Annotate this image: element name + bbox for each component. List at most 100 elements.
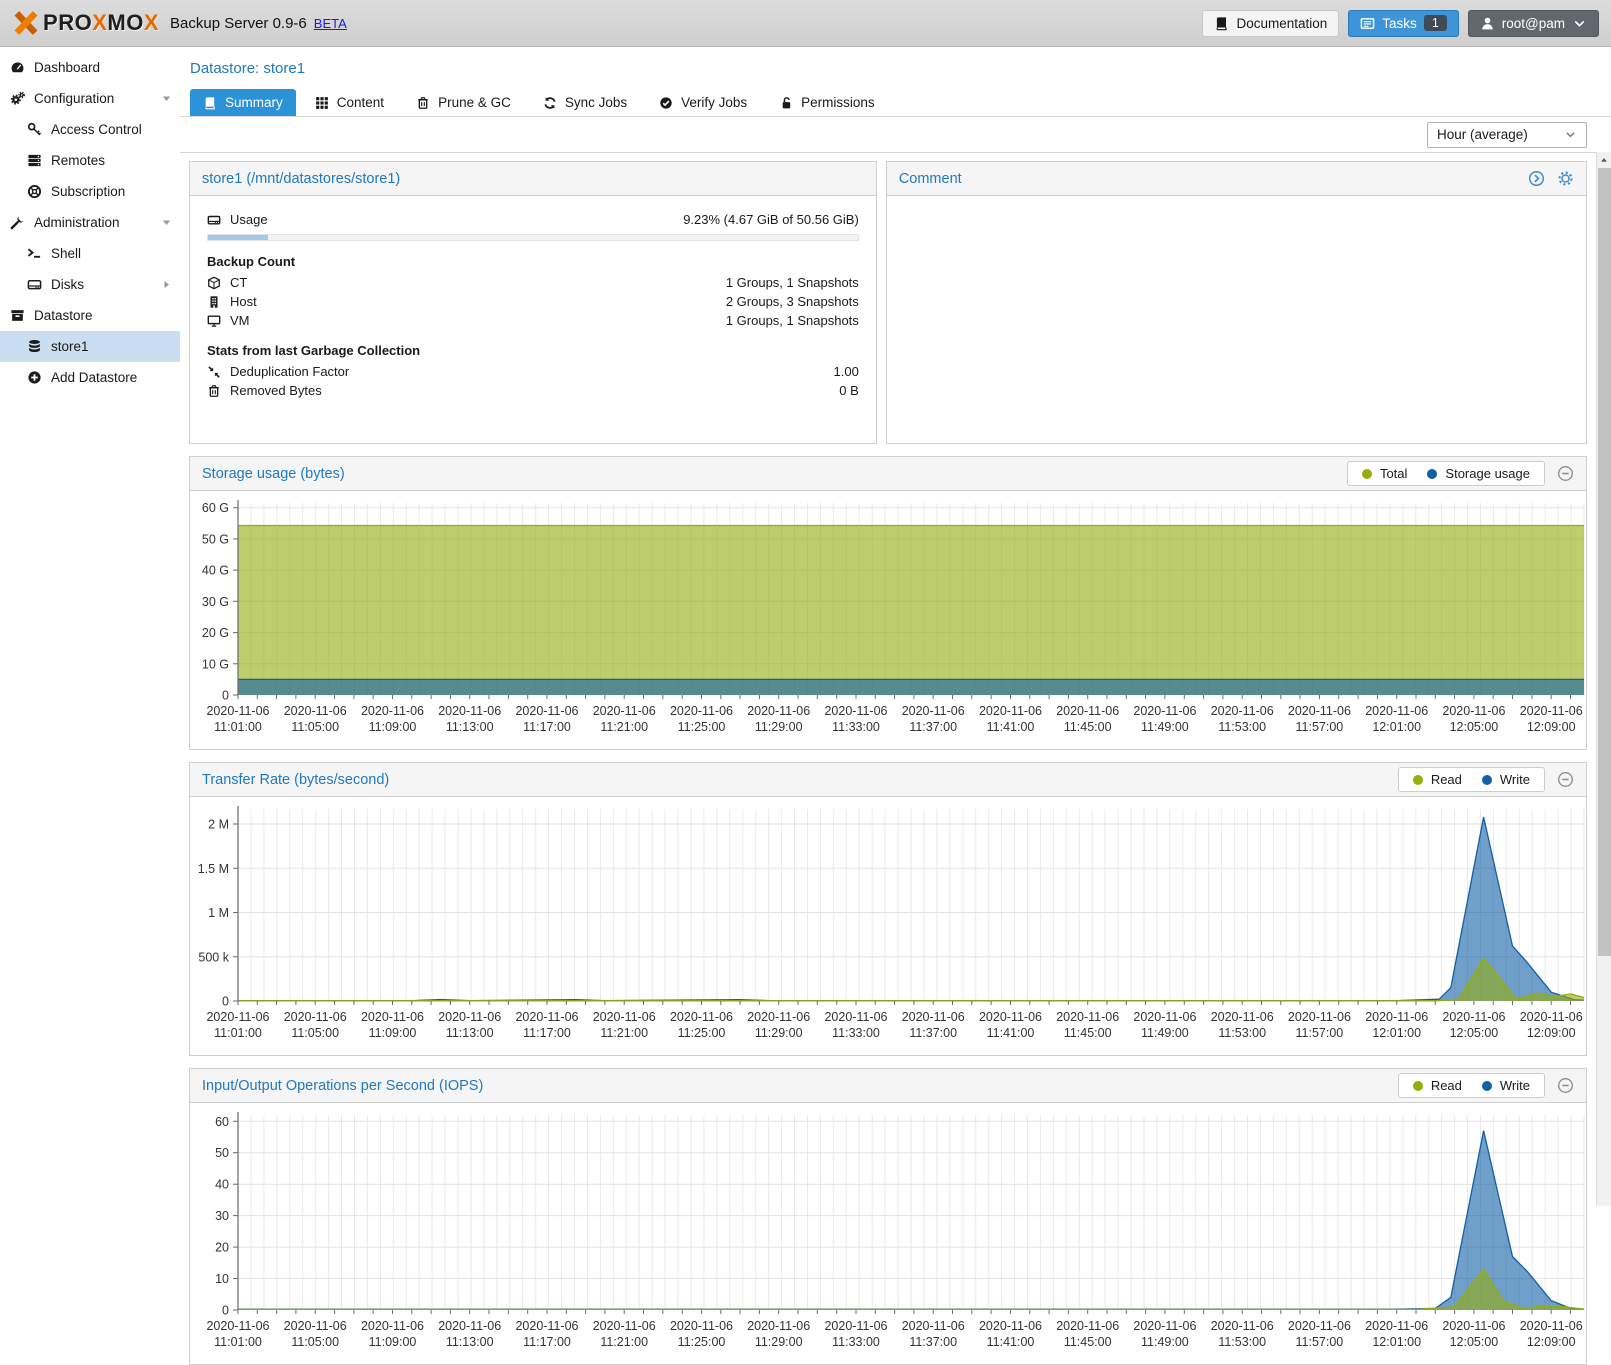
- scrollbar-thumb[interactable]: [1598, 168, 1611, 956]
- legend-item-total[interactable]: Total: [1361, 466, 1407, 481]
- svg-text:11:09:00: 11:09:00: [369, 1335, 417, 1349]
- svg-text:2020-11-06: 2020-11-06: [1133, 1010, 1196, 1024]
- timeframe-value: Hour (average): [1437, 127, 1528, 142]
- timeframe-combobox[interactable]: Hour (average): [1427, 121, 1587, 148]
- collapse-panel-icon[interactable]: [1557, 465, 1574, 482]
- usage-progressbar: [207, 234, 859, 241]
- sidebar-item-remotes[interactable]: Remotes: [0, 145, 180, 176]
- svg-text:2020-11-06: 2020-11-06: [824, 704, 887, 718]
- scrollbar-up-button[interactable]: [1597, 152, 1611, 167]
- user-menu-button[interactable]: root@pam: [1467, 9, 1599, 37]
- sidebar-item-configuration[interactable]: Configuration: [0, 83, 180, 114]
- tab-verify-jobs[interactable]: Verify Jobs: [646, 89, 760, 116]
- legend-item-write[interactable]: Write: [1481, 1078, 1530, 1093]
- svg-text:11:21:00: 11:21:00: [600, 1026, 648, 1040]
- svg-text:2020-11-06: 2020-11-06: [515, 1319, 578, 1333]
- sidebar-item-label: Configuration: [34, 91, 115, 106]
- trash-icon: [207, 384, 221, 398]
- legend-item-read[interactable]: Read: [1412, 1078, 1462, 1093]
- svg-text:12:09:00: 12:09:00: [1527, 1026, 1576, 1040]
- svg-text:11:09:00: 11:09:00: [369, 1026, 417, 1040]
- stat-value: 2 Groups, 3 Snapshots: [725, 294, 859, 309]
- book-icon: [1214, 16, 1229, 31]
- svg-text:11:49:00: 11:49:00: [1141, 1335, 1189, 1349]
- svg-text:2020-11-06: 2020-11-06: [1133, 704, 1196, 718]
- svg-text:11:45:00: 11:45:00: [1064, 1335, 1112, 1349]
- chart-canvas-storage: 0 10 G 20 G 30 G 40 G 50 G 60 G 2020-11-06 11:01…: [190, 491, 1586, 749]
- svg-text:10: 10: [215, 1272, 229, 1286]
- legend-item-read[interactable]: Read: [1412, 772, 1462, 787]
- svg-text:2020-11-06: 2020-11-06: [206, 1010, 269, 1024]
- app-header: PROXMOX Backup Server 0.9-6 BETA Documen…: [0, 0, 1611, 47]
- svg-text:2020-11-06: 2020-11-06: [515, 1010, 578, 1024]
- tab-summary[interactable]: Summary: [190, 89, 296, 116]
- tab-prune-gc[interactable]: Prune & GC: [403, 89, 524, 116]
- svg-text:2020-11-06: 2020-11-06: [1442, 704, 1505, 718]
- svg-text:11:05:00: 11:05:00: [291, 1026, 339, 1040]
- svg-text:0: 0: [222, 689, 229, 703]
- beta-link[interactable]: BETA: [313, 15, 347, 31]
- tab-bar: Summary Content Prune & GC Sync Jobs Verify …: [180, 89, 1611, 117]
- sidebar-item-administration[interactable]: Administration: [0, 207, 180, 238]
- legend-item-storage-usage[interactable]: Storage usage: [1427, 466, 1530, 481]
- proxmox-logo: PROXMOX: [12, 9, 159, 37]
- sidebar-item-add-datastore[interactable]: Add Datastore: [0, 362, 180, 393]
- tab-sync-jobs[interactable]: Sync Jobs: [530, 89, 640, 116]
- svg-text:2020-11-06: 2020-11-06: [438, 1319, 501, 1333]
- documentation-button[interactable]: Documentation: [1202, 9, 1340, 37]
- sidebar-item-label: Shell: [51, 246, 82, 261]
- svg-text:11:21:00: 11:21:00: [600, 1335, 648, 1349]
- sidebar-item-access-control[interactable]: Access Control: [0, 114, 180, 145]
- gear-icon[interactable]: [1557, 170, 1574, 187]
- sidebar-item-label: Disks: [51, 277, 84, 292]
- svg-text:11:25:00: 11:25:00: [678, 720, 726, 734]
- collapse-panel-icon[interactable]: [1557, 771, 1574, 788]
- svg-text:12:01:00: 12:01:00: [1372, 1335, 1421, 1349]
- sidebar-item-label: Remotes: [51, 153, 106, 168]
- legend-item-write[interactable]: Write: [1481, 772, 1530, 787]
- svg-text:11:33:00: 11:33:00: [832, 1335, 880, 1349]
- sidebar-item-datastore[interactable]: Datastore: [0, 300, 180, 331]
- sidebar-item-dashboard[interactable]: Dashboard: [0, 52, 180, 83]
- chart-canvas-transfer: 0 500 k 1 M 1.5 M 2 M 2020-11-06 11:01:00 2020-…: [190, 797, 1586, 1055]
- legend-label: Read: [1430, 1078, 1462, 1093]
- comment-text-area[interactable]: [887, 196, 1586, 444]
- content-scrollbar[interactable]: [1596, 152, 1611, 1206]
- chart-panel-storage: Storage usage (bytes) Total Storage usage 0…: [189, 456, 1587, 750]
- stat-label: VM: [230, 313, 250, 328]
- sidebar-item-store1[interactable]: store1: [0, 331, 180, 362]
- usage-row: Usage 9.23% (4.67 GiB of 50.56 GiB): [207, 210, 859, 229]
- sidebar-item-label: Access Control: [51, 122, 142, 137]
- tab-permissions[interactable]: Permissions: [766, 89, 888, 116]
- comment-panel-header: Comment: [886, 162, 1586, 196]
- svg-text:2020-11-06: 2020-11-06: [361, 1010, 424, 1024]
- scroll-region: store1 (/mnt/datastores/store1) Usage 9.2…: [180, 153, 1611, 1365]
- svg-text:1 M: 1 M: [208, 906, 229, 920]
- tab-content[interactable]: Content: [302, 89, 397, 116]
- remotes-icon: [27, 153, 42, 168]
- svg-text:2020-11-06: 2020-11-06: [1520, 704, 1583, 718]
- sidebar: Dashboard Configuration Access Control Remo…: [0, 47, 180, 1206]
- sync-icon: [543, 96, 557, 110]
- svg-text:30: 30: [215, 1209, 229, 1223]
- chevron-down-icon: [1564, 128, 1577, 141]
- svg-text:500 k: 500 k: [198, 950, 229, 964]
- svg-text:2020-11-06: 2020-11-06: [747, 1010, 810, 1024]
- tasks-button[interactable]: Tasks 1: [1348, 9, 1459, 37]
- svg-text:2020-11-06: 2020-11-06: [979, 1010, 1042, 1024]
- svg-text:2020-11-06: 2020-11-06: [1056, 1319, 1119, 1333]
- stat-label: CT: [230, 275, 248, 290]
- stat-label: Deduplication Factor: [230, 364, 350, 379]
- svg-text:12:05:00: 12:05:00: [1450, 1026, 1499, 1040]
- circle-chevron-right-icon[interactable]: [1528, 170, 1545, 187]
- sidebar-item-disks[interactable]: Disks: [0, 269, 180, 300]
- svg-text:2020-11-06: 2020-11-06: [747, 704, 810, 718]
- stat-row-removed-bytes: Removed Bytes 0 B: [207, 381, 859, 400]
- collapse-panel-icon[interactable]: [1557, 1077, 1574, 1094]
- svg-text:12:01:00: 12:01:00: [1372, 1026, 1421, 1040]
- svg-text:2020-11-06: 2020-11-06: [206, 704, 269, 718]
- tab-label: Sync Jobs: [564, 95, 628, 110]
- sidebar-item-subscription[interactable]: Subscription: [0, 176, 180, 207]
- svg-text:11:37:00: 11:37:00: [909, 1335, 957, 1349]
- sidebar-item-shell[interactable]: Shell: [0, 238, 180, 269]
